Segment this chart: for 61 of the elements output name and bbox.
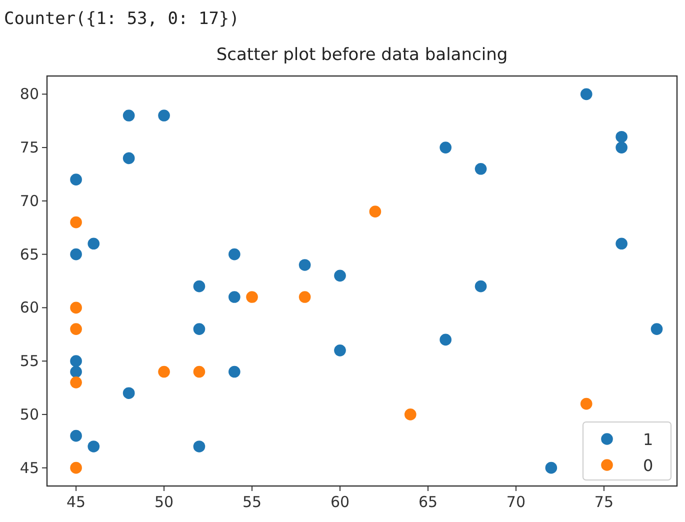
- point: [193, 440, 206, 452]
- y-tick-label: 65: [20, 245, 39, 264]
- y-tick-label: 75: [20, 138, 39, 157]
- point: [193, 366, 206, 378]
- point: [616, 130, 628, 143]
- point: [70, 302, 82, 314]
- point: [616, 142, 628, 154]
- point: [440, 142, 452, 154]
- y-tick-label: 50: [20, 405, 39, 424]
- point: [474, 162, 487, 175]
- x-tick-label: 65: [418, 493, 438, 511]
- point: [298, 259, 311, 271]
- point: [650, 323, 663, 335]
- y-tick-label: 60: [20, 298, 39, 317]
- point: [88, 238, 100, 250]
- point: [70, 216, 82, 228]
- x-tick-label: 60: [330, 493, 350, 511]
- y-tick-label: 55: [20, 352, 39, 370]
- point: [246, 291, 258, 303]
- point: [228, 248, 240, 260]
- point: [193, 323, 206, 335]
- point: [228, 366, 240, 378]
- point: [70, 248, 82, 260]
- point: [545, 462, 558, 474]
- x-tick-label: 75: [594, 493, 614, 511]
- point: [70, 355, 82, 367]
- point: [122, 110, 135, 122]
- point: [70, 430, 82, 442]
- x-tick-label: 55: [242, 493, 262, 511]
- x-tick-label: 50: [154, 493, 174, 511]
- point: [70, 366, 82, 378]
- text: Counter({1: 53, 0: 17}): [4, 9, 240, 29]
- chart-title: Scatter plot before data balancing: [216, 45, 508, 65]
- point: [334, 344, 346, 356]
- point: [158, 110, 170, 122]
- point: [122, 387, 135, 400]
- legend-label: 1: [643, 430, 654, 449]
- point: [580, 88, 592, 100]
- point: [580, 398, 592, 410]
- y-tick-label: 70: [20, 192, 39, 210]
- point: [440, 334, 452, 346]
- point: [334, 270, 346, 282]
- x-tick-label: 70: [506, 493, 526, 511]
- point: [88, 440, 100, 452]
- point: [228, 291, 240, 303]
- point: [369, 206, 382, 218]
- point: [122, 152, 135, 164]
- x-tick-label: 45: [66, 493, 86, 511]
- point: [70, 376, 82, 388]
- point: [158, 366, 170, 378]
- point: [404, 408, 416, 420]
- point: [474, 280, 487, 292]
- y-tick-label: 45: [20, 458, 39, 477]
- point: [70, 462, 82, 474]
- point: [298, 291, 311, 303]
- legend-label: 0: [643, 456, 654, 475]
- y-tick-label: 80: [20, 85, 39, 104]
- point: [616, 238, 628, 250]
- point: [70, 174, 82, 186]
- point: [193, 280, 206, 292]
- point: [70, 323, 82, 335]
